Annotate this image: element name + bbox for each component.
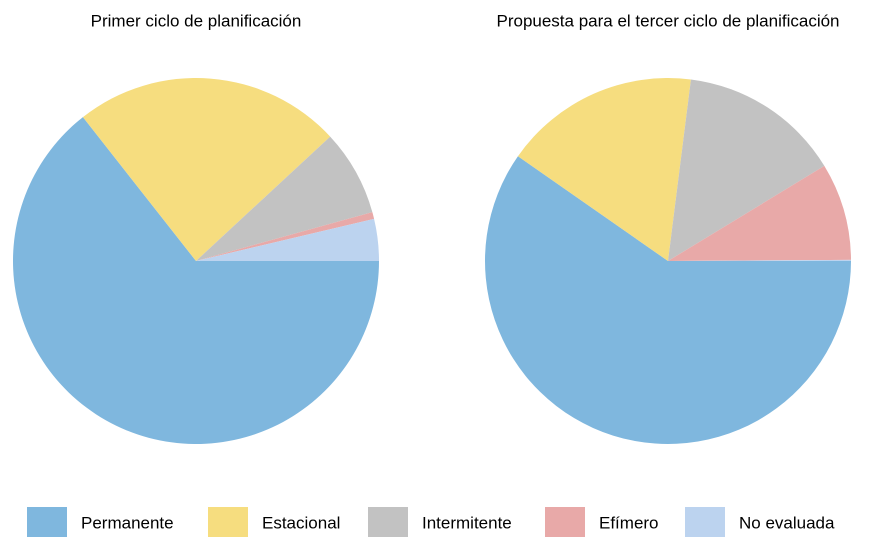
chart-title: Propuesta para el tercer ciclo de planif…	[496, 11, 839, 30]
legend-swatch	[368, 507, 408, 537]
legend-swatch	[545, 507, 585, 537]
pie-slice	[196, 212, 375, 261]
legend-swatch	[27, 507, 67, 537]
pie-slice	[668, 79, 825, 261]
chart-title: Primer ciclo de planificación	[91, 11, 302, 30]
pie-slice	[196, 218, 379, 261]
legend-label: Estacional	[262, 513, 340, 532]
legend-swatch	[685, 507, 725, 537]
pie-slice	[668, 259, 851, 261]
pie-slice	[668, 165, 851, 261]
pie-slice	[196, 136, 373, 261]
legend-label: No evaluada	[739, 513, 835, 532]
legend-label: Efímero	[599, 513, 659, 532]
legend-label: Intermitente	[422, 513, 512, 532]
pie-slice	[82, 78, 331, 261]
pie-slice	[517, 78, 691, 262]
legend-swatch	[208, 507, 248, 537]
legend-label: Permanente	[81, 513, 174, 532]
pie-slice	[485, 156, 851, 444]
pie-slice	[13, 117, 380, 444]
